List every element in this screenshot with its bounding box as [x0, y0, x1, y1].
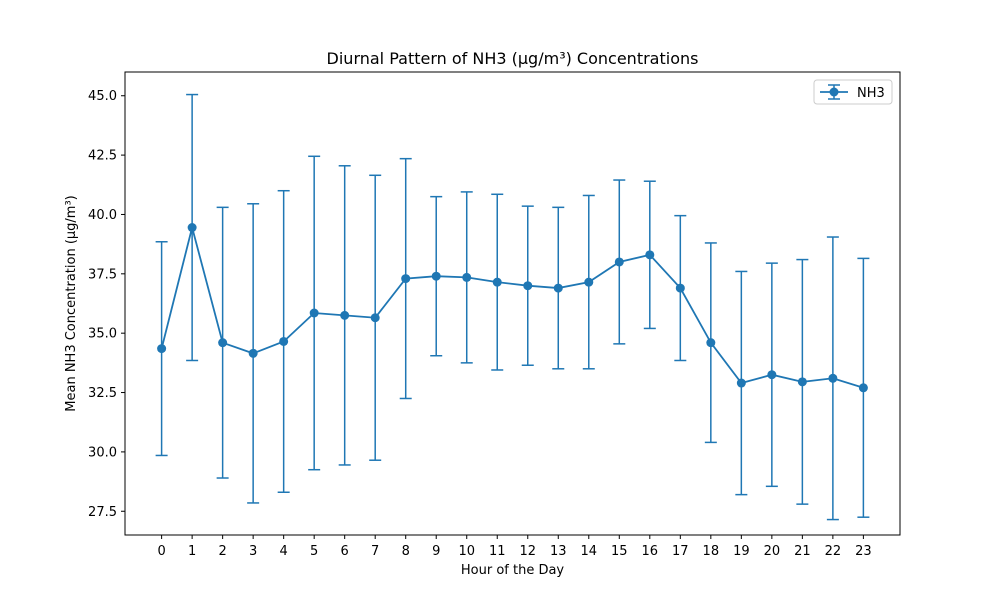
data-point [340, 310, 350, 320]
x-tick-label: 16 [642, 544, 659, 559]
legend-label-nh3: NH3 [857, 86, 885, 101]
x-tick-label: 15 [611, 544, 628, 559]
data-point [157, 344, 167, 354]
x-tick-label: 23 [855, 544, 872, 559]
y-axis-title: Mean NH3 Concentration (µg/m³) [64, 195, 79, 411]
data-point [614, 257, 624, 267]
x-tick-label: 8 [402, 544, 410, 559]
data-point [187, 223, 197, 233]
x-axis-title: Hour of the Day [461, 563, 565, 578]
x-tick-label: 19 [733, 544, 750, 559]
x-tick-label: 13 [550, 544, 567, 559]
data-point [279, 336, 289, 346]
x-tick-label: 18 [703, 544, 720, 559]
chart-title: Diurnal Pattern of NH3 (µg/m³) Concentra… [327, 49, 699, 68]
x-tick-label: 6 [341, 544, 349, 559]
data-point [553, 283, 563, 293]
y-tick-label: 27.5 [88, 505, 117, 520]
data-point [309, 308, 319, 318]
data-point [706, 338, 716, 348]
x-tick-label: 7 [371, 544, 379, 559]
plot-area: 27.530.032.535.037.540.042.545.00 1 2 3 4 5 6 7… [88, 89, 872, 559]
y-tick-label: 37.5 [88, 267, 117, 282]
x-tick-label: 12 [519, 544, 536, 559]
data-point [370, 313, 380, 323]
data-point [401, 274, 411, 284]
x-tick-label: 9 [432, 544, 440, 559]
data-point [248, 348, 258, 358]
x-tick-label: 5 [310, 544, 318, 559]
x-tick-label: 20 [764, 544, 781, 559]
x-tick-label: 3 [249, 544, 257, 559]
data-point [462, 272, 472, 282]
x-tick-label: 22 [825, 544, 842, 559]
data-point [797, 377, 807, 387]
series-line-nh3 [160, 223, 864, 389]
data-point [584, 277, 594, 287]
data-point [492, 277, 502, 287]
data-point [431, 271, 441, 281]
y-tick-label: 45.0 [88, 89, 117, 104]
x-tick-label: 4 [280, 544, 288, 559]
plot-frame [124, 71, 901, 536]
data-point [523, 281, 533, 291]
x-tick-label: 11 [489, 544, 506, 559]
x-tick-label: 0 [157, 544, 165, 559]
x-tick-label: 17 [672, 544, 689, 559]
y-tick-label: 35.0 [88, 327, 117, 342]
data-point [645, 250, 655, 260]
legend: NH3 [813, 79, 893, 105]
y-tick-label: 32.5 [88, 386, 117, 401]
data-point [218, 338, 228, 348]
y-tick-label: 42.5 [88, 149, 117, 164]
legend-marker [829, 87, 839, 97]
x-tick-label: 10 [458, 544, 475, 559]
x-tick-label: 2 [218, 544, 226, 559]
y-tick-label: 30.0 [88, 445, 117, 460]
data-point [675, 283, 685, 293]
data-point [767, 370, 777, 380]
data-point [736, 378, 746, 388]
x-tick-label: 1 [188, 544, 196, 559]
x-tick-label: 21 [794, 544, 811, 559]
x-tick-label: 14 [581, 544, 598, 559]
data-point [858, 383, 868, 393]
data-point [828, 373, 838, 383]
y-tick-label: 40.0 [88, 208, 117, 223]
